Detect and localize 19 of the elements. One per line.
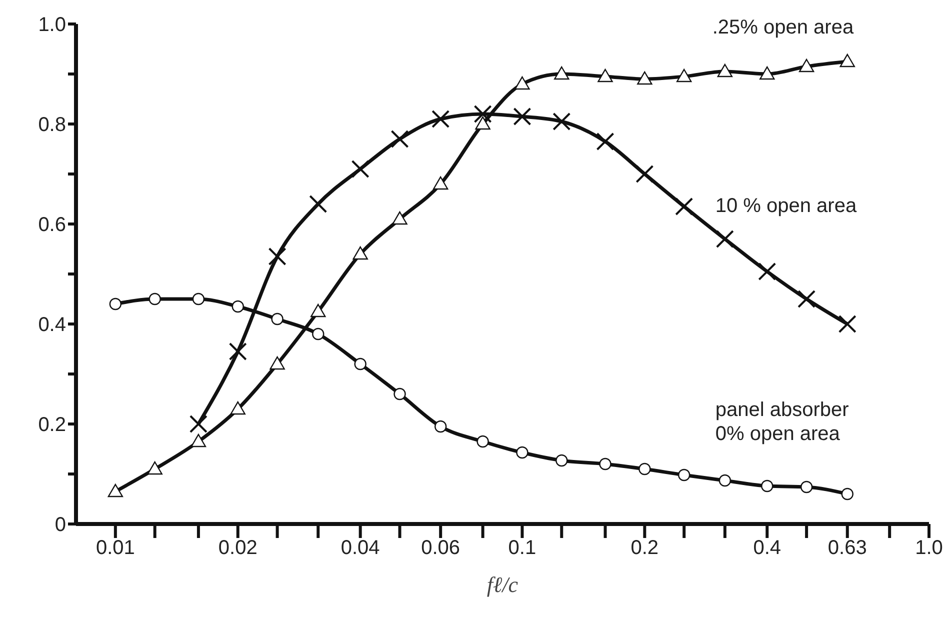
y-tick-label: 0.4	[38, 314, 66, 336]
x-tick-label: 0.2	[630, 537, 659, 560]
y-tick-label: 0	[54, 514, 66, 536]
y-tick-label: 0.8	[38, 114, 66, 136]
x-tick-label: 0.1	[508, 537, 536, 560]
series-label: panel absorber 0% open area	[715, 399, 850, 445]
x-tick-label: 0.63	[828, 537, 867, 560]
series-label: .25% open area	[712, 16, 854, 38]
x-tick-label: 0.4	[753, 537, 782, 560]
x-tick-label: 0.06	[421, 537, 460, 560]
x-axis-title: fℓ/c	[486, 572, 518, 597]
series-label: 10 % open area	[715, 195, 858, 217]
x-tick-label: 0.04	[340, 537, 380, 560]
y-tick-label: 0.2	[38, 414, 66, 436]
y-tick-label: 1.0	[38, 14, 66, 36]
y-tick-label: 0.6	[38, 214, 66, 236]
x-tick-label: 0.01	[96, 537, 135, 560]
x-tick-label: 1.0	[915, 537, 943, 560]
x-tick-label: 0.02	[218, 537, 258, 560]
